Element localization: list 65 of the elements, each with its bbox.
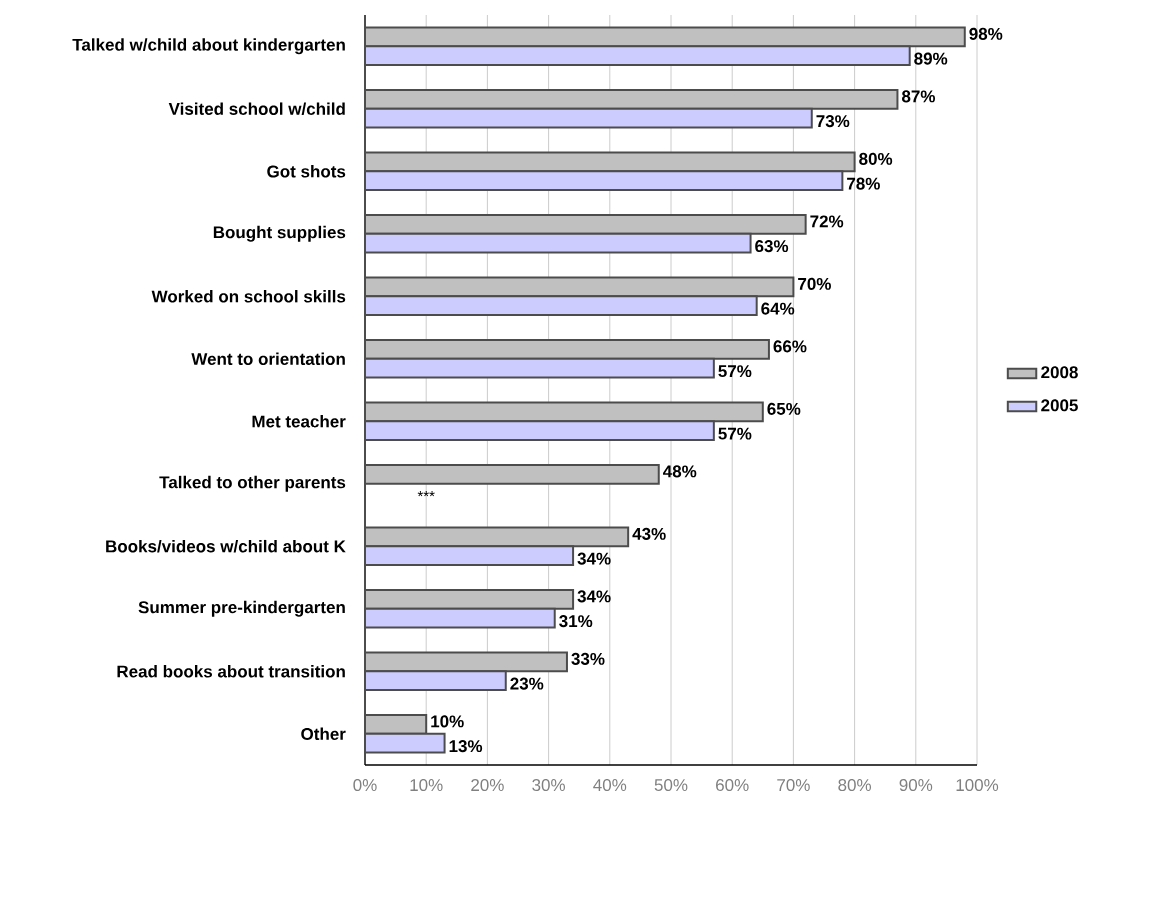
x-tick-label: 70% bbox=[777, 779, 810, 792]
x-tick-label: 80% bbox=[838, 779, 871, 792]
y-tick-label: Books/videos w/child about K bbox=[106, 539, 346, 553]
data-label: 48% bbox=[663, 465, 697, 478]
annotation: *** bbox=[417, 491, 435, 497]
data-label: 64% bbox=[761, 302, 795, 315]
y-tick-label: Met teacher bbox=[252, 415, 346, 428]
data-label: 70% bbox=[798, 277, 831, 290]
data-label: 31% bbox=[559, 615, 593, 628]
bar bbox=[365, 89, 899, 110]
bar bbox=[365, 464, 660, 485]
bar bbox=[365, 420, 715, 442]
data-label: 57% bbox=[718, 427, 752, 440]
bar bbox=[365, 545, 575, 567]
bar bbox=[365, 357, 715, 379]
data-label: 13% bbox=[449, 740, 483, 753]
data-label: 78% bbox=[847, 177, 880, 190]
x-tick-label: 20% bbox=[471, 779, 504, 792]
bar bbox=[365, 26, 966, 48]
legend-label: 2005 bbox=[1041, 399, 1078, 412]
data-label: 33% bbox=[571, 652, 605, 665]
data-label: 73% bbox=[816, 115, 850, 128]
y-tick-label: Other bbox=[301, 727, 346, 740]
x-tick-label: 10% bbox=[410, 779, 443, 792]
x-tick-label: 30% bbox=[532, 779, 565, 792]
x-tick-label: 60% bbox=[716, 779, 749, 792]
data-label: 65% bbox=[767, 402, 801, 415]
bar bbox=[365, 107, 813, 129]
y-tick-label: Got shots bbox=[267, 165, 346, 178]
data-label: 34% bbox=[577, 590, 611, 603]
y-tick-label: Talked to other parents bbox=[159, 475, 346, 492]
data-label: 23% bbox=[510, 677, 544, 690]
x-tick-label: 90% bbox=[899, 779, 933, 792]
bar bbox=[365, 170, 844, 191]
data-label: 10% bbox=[431, 715, 464, 728]
bar bbox=[365, 607, 556, 629]
y-tick-label: Visited school w/child bbox=[168, 102, 345, 116]
y-tick-label: Talked w/child about kindergarten bbox=[72, 38, 345, 55]
y-tick-label: Worked on school skills bbox=[151, 290, 346, 303]
bar bbox=[365, 214, 807, 235]
data-label: 63% bbox=[755, 240, 789, 253]
x-tick-label: 100% bbox=[956, 779, 999, 792]
data-label: 66% bbox=[773, 340, 807, 353]
data-label: 87% bbox=[901, 90, 936, 103]
y-tick-label: Bought supplies bbox=[213, 225, 346, 242]
data-label: 98% bbox=[969, 27, 1003, 40]
x-tick-label: 50% bbox=[654, 779, 688, 792]
y-tick-label: Summer pre-kindergarten bbox=[138, 600, 345, 617]
data-label: 57% bbox=[718, 365, 752, 378]
data-label: 72% bbox=[810, 215, 844, 228]
data-label: 80% bbox=[859, 152, 893, 165]
y-tick-label: Read books about transition bbox=[117, 665, 345, 678]
x-tick-label: 40% bbox=[593, 779, 627, 792]
bar bbox=[365, 45, 911, 66]
bar bbox=[365, 339, 770, 360]
bar bbox=[365, 295, 758, 316]
data-label: 43% bbox=[632, 527, 666, 540]
bar bbox=[365, 232, 752, 254]
y-tick-label: Went to orientation bbox=[191, 352, 345, 365]
x-tick-label: 0% bbox=[353, 779, 377, 792]
data-label: 34% bbox=[577, 552, 611, 565]
data-label: 89% bbox=[914, 52, 948, 65]
bar bbox=[365, 670, 507, 692]
legend-label: 2008 bbox=[1041, 366, 1078, 379]
bar bbox=[365, 589, 575, 610]
